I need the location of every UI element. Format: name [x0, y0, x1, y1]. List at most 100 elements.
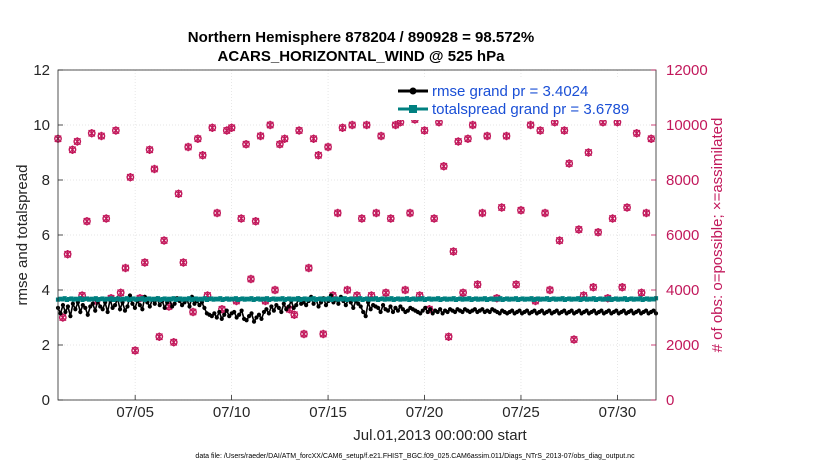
totalspread-point	[413, 297, 419, 302]
totalspread-point	[204, 297, 210, 302]
totalspread-point	[278, 297, 283, 302]
totalspread-point	[531, 297, 536, 302]
totalspread-point	[364, 296, 370, 301]
totalspread-point	[640, 297, 645, 302]
totalspread-point	[178, 296, 183, 301]
rmse-point	[311, 301, 316, 306]
totalspread-point	[618, 296, 623, 301]
totalspread-point	[227, 297, 232, 302]
rmse-point	[266, 311, 272, 316]
rmse-point	[517, 308, 522, 313]
totalspread-point	[573, 297, 579, 302]
totalspread-point	[293, 297, 298, 302]
totalspread-point	[231, 297, 236, 302]
totalspread-point	[320, 297, 325, 302]
totalspread-point	[356, 297, 361, 302]
totalspread-point	[298, 297, 303, 302]
obs-assimilated-marker	[97, 131, 106, 141]
totalspread-point	[360, 297, 365, 302]
totalspread-point	[607, 296, 612, 301]
x-tick-label: 07/20	[406, 404, 444, 421]
obs-assimilated-marker	[155, 332, 163, 341]
obs-assimilated-marker	[478, 208, 487, 218]
obs-assimilated-marker	[343, 285, 352, 295]
y-right-tick-label: 0	[666, 392, 674, 409]
obs-assimilated-marker	[473, 280, 482, 289]
rmse-point	[356, 301, 361, 306]
totalspread-point	[467, 296, 472, 301]
totalspread-point	[562, 297, 567, 302]
rmse-point	[249, 311, 254, 316]
totalspread-point	[482, 296, 487, 301]
totalspread-point	[558, 297, 563, 302]
totalspread-point	[487, 296, 492, 302]
totalspread-point	[349, 296, 354, 301]
totalspread-point	[564, 296, 570, 302]
obs-assimilated-marker	[281, 134, 289, 143]
rmse-point	[222, 312, 227, 317]
x-tick-label: 07/05	[116, 404, 154, 421]
totalspread-point	[420, 296, 425, 301]
totalspread-point	[129, 296, 134, 302]
y-tick-label: 6	[42, 227, 50, 244]
rmse-point	[130, 301, 135, 306]
totalspread-point	[187, 296, 192, 301]
totalspread-point	[411, 296, 416, 301]
totalspread-point	[440, 296, 445, 302]
rmse-point	[122, 308, 128, 313]
totalspread-point	[260, 296, 265, 301]
obs-assimilated-marker	[464, 134, 472, 143]
totalspread-point	[280, 296, 285, 301]
obs-assimilated-marker	[449, 247, 458, 256]
obs-assimilated-marker	[502, 131, 511, 141]
totalspread-point	[104, 296, 110, 301]
totalspread-point	[311, 296, 316, 301]
obs-assimilated-marker	[150, 164, 159, 174]
obs-assimilated-marker	[252, 217, 260, 226]
totalspread-point	[367, 297, 372, 302]
totalspread-point	[471, 296, 476, 302]
totalspread-point	[115, 296, 121, 301]
totalspread-point	[424, 296, 430, 302]
rmse-point	[284, 307, 289, 312]
rmse-point	[219, 316, 224, 321]
legend-spread-marker	[409, 105, 417, 113]
obs-assimilated-marker	[647, 134, 655, 143]
obs-assimilated-marker	[589, 283, 597, 292]
totalspread-point	[82, 296, 87, 302]
rmse-point	[428, 307, 433, 312]
totalspread-point	[447, 296, 452, 301]
totalspread-point	[133, 297, 138, 302]
totalspread-point	[189, 297, 194, 302]
totalspread-point	[473, 296, 479, 301]
obs-assimilated-marker	[73, 137, 81, 146]
obs-assimilated-marker	[145, 145, 154, 154]
rmse-point	[576, 308, 582, 313]
totalspread-point	[193, 296, 198, 301]
rmse-point	[98, 304, 103, 309]
obs-assimilated-marker	[358, 214, 366, 223]
totalspread-point	[71, 297, 76, 302]
totalspread-point	[651, 297, 656, 302]
rmse-point	[294, 303, 299, 308]
y-right-tick-label: 8000	[666, 172, 699, 189]
obs-assimilated-marker	[512, 280, 520, 289]
rmse-point	[438, 307, 443, 312]
rmse-point	[274, 303, 279, 308]
totalspread-point	[135, 296, 141, 301]
totalspread-point	[344, 297, 350, 302]
obs-assimilated-marker	[565, 159, 573, 168]
totalspread-point	[271, 296, 276, 301]
totalspread-point	[491, 297, 496, 302]
totalspread-point	[182, 296, 187, 301]
totalspread-point	[336, 297, 341, 302]
rmse-point	[264, 307, 269, 312]
totalspread-point	[107, 297, 112, 302]
totalspread-point	[633, 296, 639, 301]
obs-assimilated-marker	[570, 335, 578, 344]
obs-assimilated-marker	[309, 134, 318, 143]
legend-rmse-label: rmse grand pr = 3.4024	[432, 83, 588, 100]
rmse-point	[172, 301, 177, 306]
obs-assimilated-marker	[517, 206, 525, 215]
obs-assimilated-marker	[560, 126, 569, 135]
